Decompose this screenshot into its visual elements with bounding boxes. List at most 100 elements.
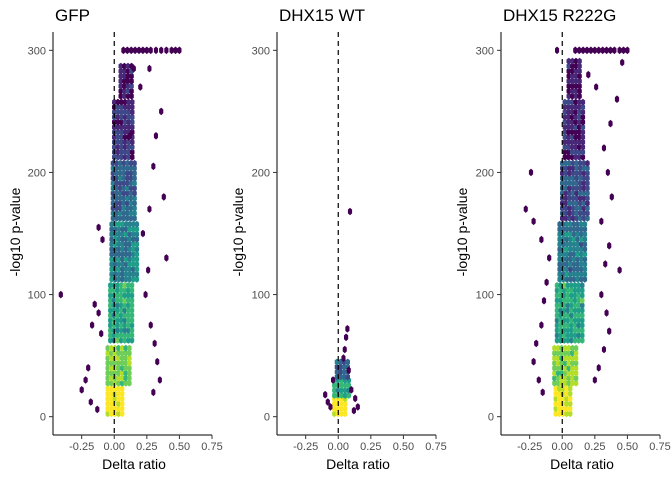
hexbin bbox=[567, 199, 572, 207]
hexbin bbox=[582, 260, 588, 268]
hexbin bbox=[562, 297, 567, 304]
hexbin bbox=[580, 108, 586, 116]
hexbin bbox=[571, 245, 577, 253]
hexbin bbox=[566, 374, 572, 382]
hexbin bbox=[123, 270, 129, 278]
hexbin bbox=[108, 332, 113, 339]
hexbin bbox=[578, 159, 583, 167]
hexbin bbox=[114, 209, 119, 217]
hexbin bbox=[122, 133, 128, 141]
hexbin bbox=[121, 164, 126, 172]
hexbin bbox=[572, 332, 578, 339]
hexbin bbox=[130, 118, 135, 126]
hexbin bbox=[129, 322, 135, 329]
hexbin-point bbox=[143, 290, 148, 299]
hexbin bbox=[126, 337, 131, 344]
hexbin bbox=[574, 159, 579, 167]
hexbin bbox=[554, 332, 560, 339]
hexbin bbox=[132, 169, 137, 177]
hexbin bbox=[571, 240, 577, 248]
hexbin-point bbox=[153, 132, 158, 140]
hexbin bbox=[118, 312, 124, 319]
hexbin bbox=[118, 307, 124, 314]
plot-area: -0.25 0.00 0.25 0.50 0.75 0 100 200 300 bbox=[28, 32, 223, 453]
hexbin bbox=[552, 374, 557, 382]
hexbin bbox=[105, 364, 110, 372]
hexbin bbox=[127, 344, 132, 352]
hexbin bbox=[568, 255, 573, 263]
hexbin-point bbox=[125, 46, 130, 55]
hexbin bbox=[117, 214, 123, 222]
hexbin-point bbox=[539, 321, 544, 329]
hexbin bbox=[131, 235, 136, 243]
hexbin bbox=[117, 179, 123, 187]
hexbin bbox=[123, 245, 129, 253]
hexbin bbox=[585, 184, 590, 192]
hexbin bbox=[115, 113, 121, 121]
hexbin bbox=[554, 292, 560, 299]
hexbin bbox=[339, 387, 344, 394]
hexbin-point bbox=[607, 327, 612, 335]
hexbin bbox=[562, 128, 568, 136]
hexbin bbox=[582, 220, 588, 228]
hexbin bbox=[566, 98, 571, 106]
hexbin bbox=[122, 82, 127, 90]
plot-area: -0.25 0.00 0.25 0.50 0.75 0 100 200 300 bbox=[252, 32, 447, 453]
hexbin bbox=[128, 174, 134, 182]
hexbin bbox=[570, 194, 576, 202]
hexbin bbox=[582, 265, 588, 273]
hexbin bbox=[577, 138, 582, 146]
hexbin bbox=[582, 270, 588, 278]
hexbin bbox=[109, 379, 114, 387]
hexbin bbox=[568, 260, 573, 268]
hexbin bbox=[557, 275, 562, 283]
hexbin-point bbox=[608, 119, 613, 128]
hexbin bbox=[109, 385, 114, 393]
hexbin bbox=[119, 344, 125, 352]
hexbin bbox=[339, 405, 344, 413]
hexbin bbox=[568, 235, 573, 243]
hexbin bbox=[134, 260, 140, 268]
hexbin bbox=[116, 255, 122, 263]
hexbin bbox=[565, 282, 571, 289]
hexbin bbox=[567, 390, 573, 398]
hexbin bbox=[580, 148, 586, 156]
hexbin bbox=[118, 302, 124, 309]
hexbin bbox=[130, 113, 135, 121]
hexbin bbox=[118, 327, 124, 334]
hexbin bbox=[123, 255, 129, 263]
hexbin bbox=[119, 349, 125, 357]
hexbin bbox=[576, 307, 581, 314]
hexbin bbox=[566, 364, 572, 372]
hexbin bbox=[575, 240, 580, 248]
hexbin bbox=[567, 159, 572, 167]
hexbin-point bbox=[599, 290, 604, 299]
hexbin bbox=[131, 220, 136, 228]
hexbin-point bbox=[605, 168, 610, 177]
hexbin bbox=[563, 184, 569, 192]
hexbin-point bbox=[592, 376, 597, 384]
hexbin bbox=[134, 255, 140, 263]
hexbin bbox=[121, 179, 126, 187]
hexbin bbox=[131, 260, 136, 268]
hexbin-point bbox=[596, 46, 601, 55]
hexbin bbox=[126, 108, 131, 116]
hexbin-point bbox=[351, 406, 356, 415]
hexbin bbox=[118, 87, 123, 95]
hexbin bbox=[576, 322, 581, 329]
hexbin bbox=[116, 230, 122, 238]
hexbin bbox=[578, 184, 583, 192]
hexbin bbox=[118, 92, 123, 100]
hexbin-point bbox=[607, 241, 612, 250]
hexbin bbox=[118, 282, 124, 289]
hexbin bbox=[116, 364, 121, 372]
hexbin-point bbox=[146, 266, 151, 274]
hexbin bbox=[571, 230, 577, 238]
hexbin bbox=[573, 82, 579, 90]
hexbin bbox=[122, 123, 128, 131]
hexbin bbox=[569, 337, 574, 344]
hexbin bbox=[581, 179, 587, 187]
hexbin bbox=[573, 153, 578, 161]
hexbin bbox=[130, 153, 135, 161]
hexbin bbox=[574, 194, 579, 202]
